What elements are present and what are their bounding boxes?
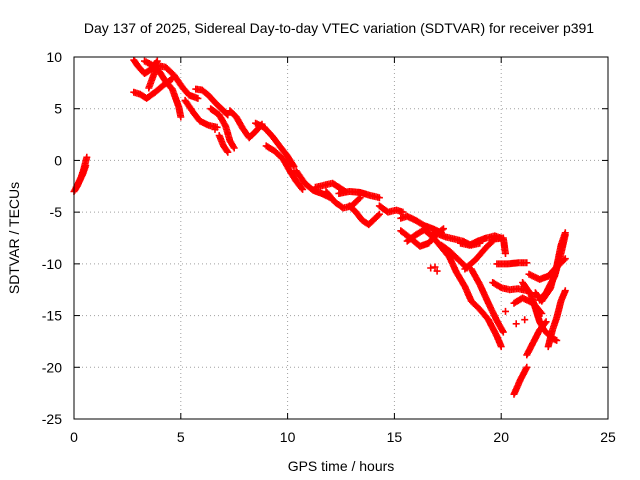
- x-tick-label: 5: [177, 429, 185, 445]
- axis-ticks: 0 5 10 15 20 25 10 5 0 -5 -10 -15 -20 -25: [42, 49, 616, 445]
- grid: [74, 57, 608, 419]
- x-axis-label: GPS time / hours: [288, 458, 395, 474]
- track-12-point: [290, 163, 298, 171]
- track-31-point: [553, 336, 561, 344]
- x-tick-label: 25: [600, 429, 616, 445]
- track-27-point: [502, 250, 509, 257]
- track-9-point: [230, 144, 238, 152]
- x-tick-label: 0: [70, 429, 78, 445]
- chart-title: Day 137 of 2025, Sidereal Day-to-day VTE…: [84, 20, 594, 36]
- track-17-point: [375, 194, 383, 202]
- y-tick-label: -20: [42, 359, 62, 375]
- track-29-point: [523, 259, 531, 267]
- plot-frame: [73, 56, 609, 420]
- y-tick-label: 5: [54, 101, 62, 117]
- track-18-point: [375, 210, 383, 218]
- x-tick-label: 15: [387, 429, 403, 445]
- track-21-point: [438, 226, 446, 234]
- track-5-point: [177, 113, 185, 121]
- track-16-point: [355, 195, 363, 203]
- track-10-point: [223, 147, 231, 155]
- y-tick-label: -25: [42, 411, 62, 427]
- outlier-point: [211, 125, 219, 133]
- outlier-point: [502, 307, 509, 315]
- outlier-point: [427, 264, 435, 272]
- y-tick-label: 0: [54, 152, 62, 168]
- outlier-point: [260, 123, 268, 131]
- track-37-point: [561, 287, 569, 295]
- track-25-point: [497, 343, 505, 351]
- track-18-point: [374, 211, 382, 219]
- y-tick-label: -5: [50, 204, 63, 220]
- y-tick-label: -10: [42, 256, 62, 272]
- y-axis-label: SDTVAR / TECUs: [6, 182, 22, 294]
- outlier-point: [431, 263, 439, 271]
- track-13-point: [298, 184, 306, 192]
- x-tick-label: 20: [493, 429, 509, 445]
- track-34-point: [561, 229, 569, 237]
- y-tick-label: -15: [42, 308, 62, 324]
- track-6-point: [194, 94, 202, 102]
- track-35-point: [541, 319, 549, 327]
- track-4-point: [167, 76, 175, 84]
- data-points: [70, 56, 569, 398]
- x-tick-label: 10: [280, 429, 296, 445]
- outlier-point: [521, 316, 529, 324]
- track-13-point: [299, 185, 307, 193]
- track-38-point: [538, 310, 546, 317]
- track-35-point: [542, 318, 550, 326]
- outlier-point: [512, 320, 520, 328]
- track-1-point: [83, 153, 91, 161]
- track-2-point: [82, 162, 90, 170]
- track-9-point: [229, 143, 237, 151]
- outlier-point: [433, 267, 441, 275]
- track-21-point: [440, 225, 447, 233]
- track-28-point: [499, 328, 507, 336]
- y-tick-label: 10: [46, 49, 62, 65]
- track-36-point: [523, 363, 531, 371]
- track-10-point: [224, 148, 232, 156]
- track-38-point: [537, 308, 545, 316]
